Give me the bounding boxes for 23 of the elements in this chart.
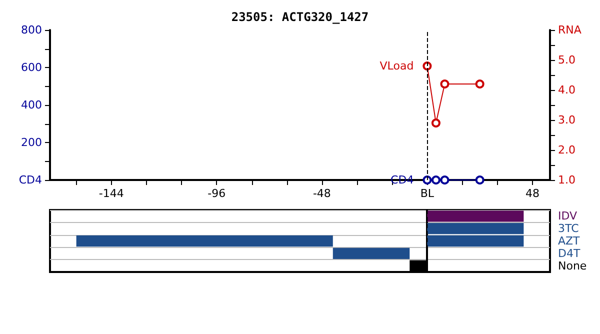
y-tick-label: 800 [21, 24, 42, 36]
y-tick-label: 600 [21, 61, 42, 74]
chart-title: 23505: ACTG320_1427 [231, 10, 369, 24]
y2-tick-label: 5.0 [558, 54, 576, 66]
y-tick-label: 3TC [558, 222, 580, 236]
y-tick-label: 400 [21, 98, 42, 112]
y-tick-label: D4T [558, 246, 580, 260]
x-tick-label: -48 [312, 187, 331, 200]
x-tick-label: BL [420, 187, 435, 200]
y-tick-label: None [558, 259, 587, 272]
y2-tick-label: 1.0 [558, 174, 576, 186]
x-tick-label: -144 [98, 187, 124, 200]
y-tick-label: 200 [21, 136, 42, 149]
y2-tick-label: 2.0 [558, 144, 576, 156]
x-tick-label: -96 [208, 187, 226, 200]
y-tick-label: AZT [558, 234, 580, 248]
y2-tick-label: 4.0 [558, 84, 576, 96]
y2-tick-label: 3.0 [558, 114, 576, 126]
x-tick-label: 48 [525, 187, 540, 200]
y-tick-label: CD4 [18, 174, 42, 186]
series-label: VLoad [380, 60, 414, 72]
y2-tick-label: RNA [558, 24, 582, 36]
y-tick-label: IDV [558, 210, 578, 223]
